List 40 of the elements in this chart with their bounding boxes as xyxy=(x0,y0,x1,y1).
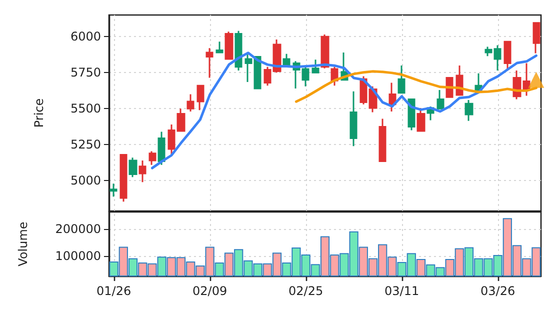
y-tick-label: 5750 xyxy=(70,66,101,80)
candlestick xyxy=(350,90,358,147)
x-tick-label: 03/26 xyxy=(480,284,516,298)
candlestick xyxy=(186,94,194,112)
candlestick xyxy=(464,99,474,122)
candlestick xyxy=(148,150,156,166)
candlestick xyxy=(312,58,320,74)
candlestick xyxy=(532,22,540,54)
candlestick xyxy=(436,89,444,110)
candlestick xyxy=(378,118,386,162)
x-tick-label: 03/11 xyxy=(384,284,420,298)
y-tick-label: 5500 xyxy=(70,102,101,116)
y-tick-label: 200000 xyxy=(55,222,101,236)
candlestick xyxy=(138,160,146,183)
candlestick xyxy=(110,182,118,198)
candlestick xyxy=(398,64,406,94)
x-tick-label: 01/26 xyxy=(96,284,132,298)
candlestick xyxy=(474,72,482,91)
y-axis-title: Price xyxy=(32,98,46,128)
candlestick xyxy=(196,84,204,111)
y-axis-title: Volume xyxy=(16,222,30,266)
y-tick-label: 6000 xyxy=(70,30,101,44)
candlestick xyxy=(234,30,242,72)
y-tick-label: 100000 xyxy=(55,248,101,263)
candlestick xyxy=(224,30,234,60)
candlestick xyxy=(320,34,330,70)
y-tick-label: 5000 xyxy=(70,174,101,188)
candlestick xyxy=(158,130,166,166)
y-tick-label: 5250 xyxy=(70,138,101,152)
candlestick xyxy=(504,40,512,71)
candlestick xyxy=(128,156,138,178)
x-tick-label: 02/09 xyxy=(192,284,228,298)
x-tick-label: 02/25 xyxy=(288,284,324,298)
candlestick xyxy=(416,107,426,132)
candlestick xyxy=(206,47,214,78)
candlestick xyxy=(120,153,128,202)
line-series xyxy=(150,52,538,170)
candlestick xyxy=(282,53,290,67)
candlestick xyxy=(388,82,396,112)
candlestick xyxy=(216,40,224,54)
